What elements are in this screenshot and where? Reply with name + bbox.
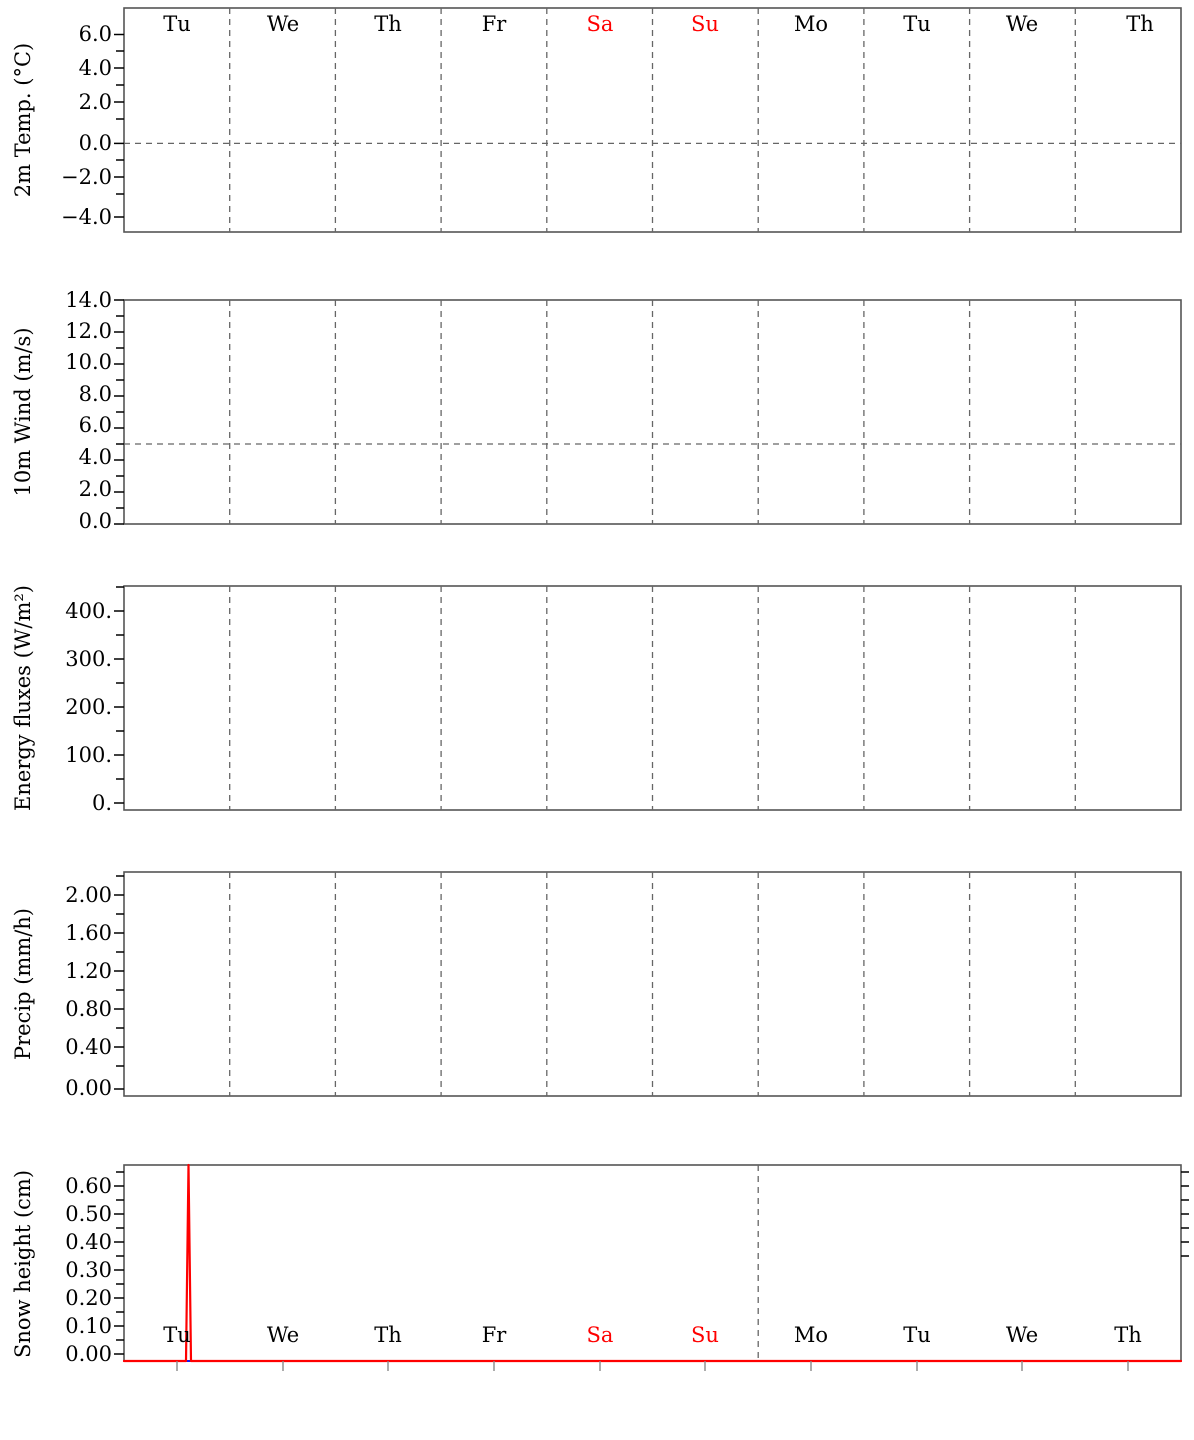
panel-snow-height: Snow height (cm) 0.60 0.50 0.40 0.30 0.2… (0, 1144, 1194, 1440)
y-axis-energy: Energy fluxes (W/m²) 400. 300. 200. 100.… (11, 585, 124, 815)
ytick-energy-0: 0. (92, 791, 112, 815)
dow-label: Mo (794, 12, 828, 36)
dow-label: Tu (903, 12, 931, 36)
dow-label: Tu (163, 1323, 191, 1347)
ytick-snow-000: 0.00 (65, 1342, 112, 1366)
ytick-energy-300: 300. (65, 647, 112, 671)
y-axis-temperature: 2m Temp. (°C) 6.0 4.0 2.0 0.0 −2.0 −4.0 (11, 22, 124, 229)
panel-precip: Precip (mm/h) 2.00 1.60 1.20 0.80 0.40 0… (0, 858, 1194, 1144)
bottom-day-axis (176, 1361, 1129, 1371)
panel-temperature-svg: 2m Temp. (°C) 6.0 4.0 2.0 0.0 −2.0 −4.0 (11, 7, 1182, 233)
axis-label-energy: Energy fluxes (W/m²) (11, 585, 35, 811)
footer (0, 1390, 1194, 1440)
panel-snow-svg: Snow height (cm) 0.60 0.50 0.40 0.30 0.2… (11, 1163, 1189, 1371)
ytick-wind-6: 6.0 (79, 413, 112, 437)
ytick-energy-400: 400. (65, 599, 112, 623)
axis-label-wind: 10m Wind (m/s) (11, 327, 35, 496)
dow-label: Th (374, 1323, 402, 1347)
ytick-snow-040: 0.40 (65, 1230, 112, 1254)
dow-label: We (1006, 12, 1038, 36)
footer-svg (0, 1390, 1194, 1440)
ytick-energy-100: 100. (65, 743, 112, 767)
dow-label: Tu (163, 12, 191, 36)
ytick-temp-m2: −2.0 (61, 165, 112, 189)
ytick-precip-080: 0.80 (65, 997, 112, 1021)
dow-label: We (267, 12, 299, 36)
dow-label: Mo (794, 1323, 828, 1347)
plot-frame-snow (123, 1164, 1182, 1362)
ytick-temp-4: 4.0 (79, 56, 112, 80)
ytick-wind-4: 4.0 (79, 445, 112, 469)
gridlines-energy (229, 586, 1076, 810)
dow-label: Su (691, 1323, 719, 1347)
ytick-wind-2: 2.0 (79, 477, 112, 501)
dow-label: Sa (587, 12, 614, 36)
panel-energy-svg: Energy fluxes (W/m²) 400. 300. 200. 100.… (11, 585, 1182, 815)
axis-label-snow: Snow height (cm) (11, 1170, 35, 1358)
ytick-wind-8: 8.0 (79, 382, 112, 406)
dow-row-temperature: Tu We Th Fr Sa Su Mo Tu We Th (163, 12, 1154, 36)
panel-temperature: 2m Temp. (°C) 6.0 4.0 2.0 0.0 −2.0 −4.0 (0, 0, 1194, 286)
ytick-precip-160: 1.60 (65, 921, 112, 945)
y-axis-wind: 10m Wind (m/s) 14.0 12.0 10.0 8.0 6.0 4.… (11, 288, 124, 533)
y-axis-precip: Precip (mm/h) 2.00 1.60 1.20 0.80 0.40 0… (11, 875, 124, 1100)
dow-label: Th (1126, 12, 1154, 36)
dow-label: Th (374, 12, 402, 36)
dow-label: Th (1114, 1323, 1142, 1347)
gridlines-wind (124, 300, 1181, 524)
panel-precip-svg: Precip (mm/h) 2.00 1.60 1.20 0.80 0.40 0… (11, 871, 1182, 1100)
series-group-snow (122, 1163, 1183, 1363)
gridlines-temperature (124, 8, 1181, 232)
ytick-wind-10: 10.0 (65, 350, 112, 374)
ytick-temp-2: 2.0 (79, 90, 112, 114)
ytick-snow-010: 0.10 (65, 1314, 112, 1338)
ytick-wind-14: 14.0 (65, 288, 112, 312)
panel-wind-svg: 10m Wind (m/s) 14.0 12.0 10.0 8.0 6.0 4.… (11, 288, 1182, 533)
ytick-energy-200: 200. (65, 695, 112, 719)
ytick-precip-120: 1.20 (65, 959, 112, 983)
ytick-precip-000: 0.00 (65, 1076, 112, 1100)
ytick-precip-2: 2.00 (65, 883, 112, 907)
ytick-snow-050: 0.50 (65, 1202, 112, 1226)
ytick-temp-0: 0.0 (79, 131, 112, 155)
dow-label: We (267, 1323, 299, 1347)
dow-label: We (1006, 1323, 1038, 1347)
panel-energy-fluxes: Energy fluxes (W/m²) 400. 300. 200. 100.… (0, 572, 1194, 858)
ytick-wind-0: 0.0 (79, 509, 112, 533)
axis-label-precip: Precip (mm/h) (11, 908, 35, 1060)
dow-label: Tu (903, 1323, 931, 1347)
series-snow-height (122, 1163, 1183, 1363)
dow-label: Sa (587, 1323, 614, 1347)
dow-label: Su (691, 12, 719, 36)
y-axis-snow: Snow height (cm) 0.60 0.50 0.40 0.30 0.2… (11, 1170, 1189, 1366)
gridlines-precip (229, 872, 1076, 1096)
ytick-snow-030: 0.30 (65, 1258, 112, 1282)
dow-label: Fr (482, 12, 508, 36)
ytick-temp-m4: −4.0 (61, 205, 112, 229)
dow-row-snow: Tu We Th Fr Sa Su Mo Tu We Th (163, 1323, 1142, 1347)
axis-label-temperature: 2m Temp. (°C) (11, 43, 35, 197)
ytick-wind-12: 12.0 (65, 319, 112, 343)
ytick-snow-060: 0.60 (65, 1174, 112, 1198)
ytick-precip-040: 0.40 (65, 1035, 112, 1059)
panel-wind: 10m Wind (m/s) 14.0 12.0 10.0 8.0 6.0 4.… (0, 286, 1194, 572)
dow-label: Fr (482, 1323, 508, 1347)
ytick-temp-6: 6.0 (79, 22, 112, 46)
ytick-snow-020: 0.20 (65, 1286, 112, 1310)
